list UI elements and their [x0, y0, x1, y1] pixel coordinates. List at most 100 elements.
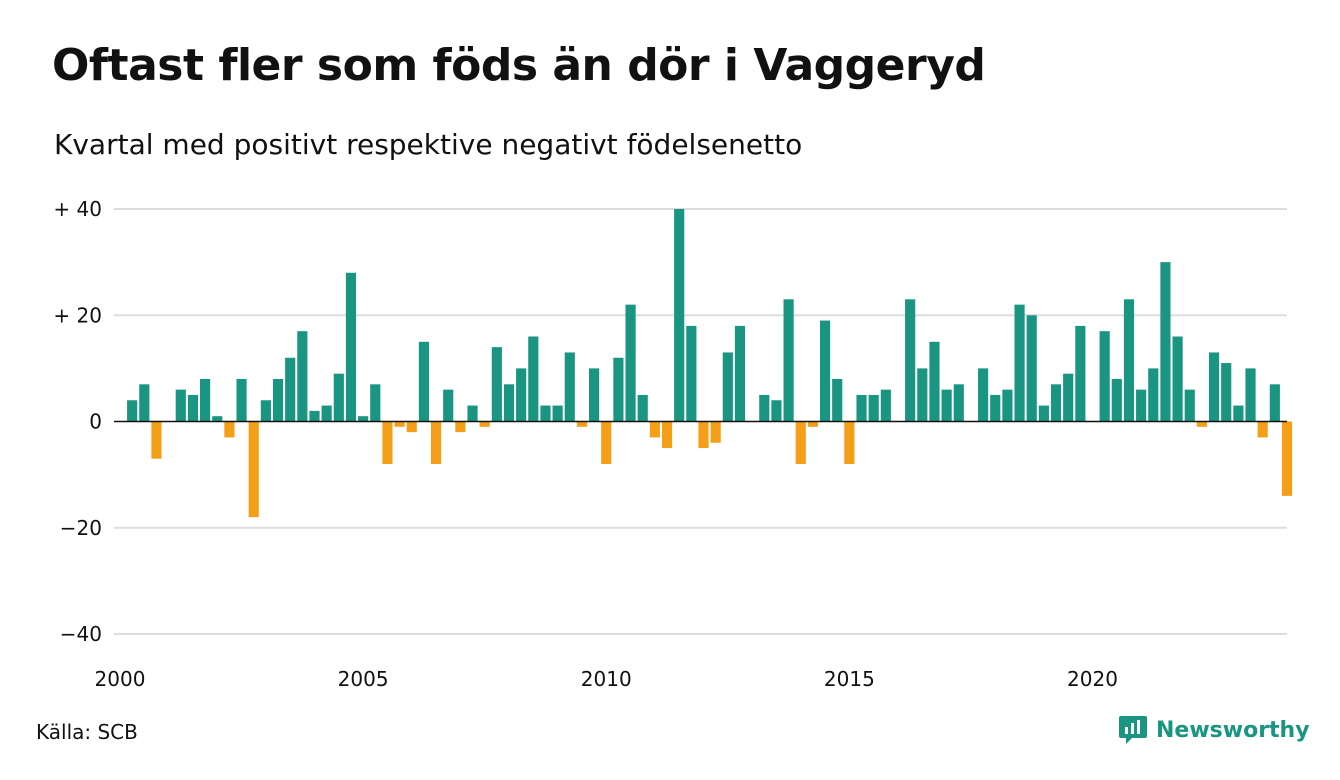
bar — [455, 421, 466, 433]
bar — [1281, 421, 1293, 496]
bar — [1099, 331, 1110, 422]
bar — [1123, 299, 1135, 422]
y-tick-label: −40 — [60, 622, 102, 646]
bar — [406, 421, 417, 433]
bar — [771, 400, 782, 422]
bar — [868, 394, 879, 422]
chart-title: Oftast fler som föds än dör i Vaggeryd — [52, 40, 986, 91]
bar — [139, 384, 150, 422]
bar — [1257, 421, 1268, 438]
bar — [819, 320, 831, 422]
bar — [929, 341, 940, 422]
y-tick-label: + 20 — [53, 303, 102, 327]
brand-name: Newsworthy — [1156, 717, 1310, 743]
bar — [576, 421, 588, 427]
bar — [1136, 389, 1147, 422]
bar — [1221, 363, 1232, 422]
y-tick-label: + 40 — [53, 197, 102, 221]
bar — [418, 341, 429, 422]
bar — [1063, 373, 1074, 422]
bar — [1026, 315, 1037, 422]
brand-logo: Newsworthy — [1118, 714, 1310, 746]
bar — [807, 421, 818, 427]
bar — [151, 421, 162, 459]
x-tick-label: 2005 — [338, 667, 389, 691]
x-tick-label: 2010 — [581, 667, 632, 691]
bar — [297, 331, 308, 422]
bar — [649, 421, 660, 438]
bar — [479, 421, 490, 427]
bar — [236, 379, 247, 422]
bar — [1184, 389, 1195, 422]
bar — [309, 410, 320, 422]
bar — [187, 394, 199, 422]
bar — [1148, 368, 1159, 422]
bar — [175, 389, 186, 422]
bar — [941, 389, 952, 422]
bar — [394, 421, 405, 427]
bar — [759, 394, 770, 422]
bar — [358, 416, 369, 422]
bar — [990, 394, 1001, 422]
bar — [1050, 384, 1062, 422]
bar — [613, 357, 624, 422]
bar — [1269, 384, 1280, 422]
bar — [783, 299, 794, 422]
bar — [467, 405, 478, 422]
source-note: Källa: SCB — [36, 720, 138, 744]
bar — [248, 421, 259, 518]
chart-subtitle: Kvartal med positivt respektive negativt… — [54, 128, 803, 161]
y-tick-label: −20 — [60, 516, 102, 540]
bar — [200, 379, 211, 422]
bar — [1172, 336, 1183, 422]
bar — [710, 421, 721, 443]
bar — [1208, 352, 1220, 422]
bar — [953, 384, 964, 422]
bar — [516, 368, 527, 422]
bar — [686, 325, 697, 422]
y-tick-label: 0 — [89, 410, 102, 434]
bar — [661, 421, 673, 449]
bar — [589, 368, 600, 422]
bar — [698, 421, 709, 449]
bar — [503, 384, 515, 422]
bar — [443, 389, 454, 422]
bar — [674, 209, 685, 422]
bar — [382, 421, 393, 464]
bar — [321, 405, 332, 422]
bar — [1075, 325, 1086, 422]
bar — [601, 421, 612, 464]
bar — [430, 421, 442, 464]
bar — [333, 373, 344, 422]
bar — [224, 421, 235, 438]
bar — [212, 416, 223, 422]
bar — [722, 352, 733, 422]
chart-speech-bubble-icon — [1119, 716, 1147, 744]
bar — [1196, 421, 1207, 427]
bar — [260, 400, 271, 422]
bar — [880, 389, 891, 422]
bar — [540, 405, 551, 422]
bar — [1233, 405, 1244, 422]
bar — [491, 347, 502, 422]
bar — [127, 400, 138, 422]
bar — [1038, 405, 1049, 422]
bar — [285, 357, 296, 422]
bar — [1160, 262, 1171, 422]
bar — [1002, 389, 1013, 422]
bar — [795, 421, 806, 464]
bar — [832, 379, 843, 422]
x-tick-label: 2015 — [824, 667, 875, 691]
x-tick-label: 2020 — [1067, 667, 1118, 691]
bar — [844, 421, 855, 464]
bar — [345, 272, 357, 422]
bar — [564, 352, 575, 422]
bar — [625, 304, 636, 422]
bar — [272, 379, 284, 422]
bar — [1111, 379, 1122, 422]
bar — [905, 299, 916, 422]
bar — [1245, 368, 1256, 422]
x-tick-label: 2000 — [95, 667, 146, 691]
bar — [978, 368, 989, 422]
bar — [370, 384, 381, 422]
